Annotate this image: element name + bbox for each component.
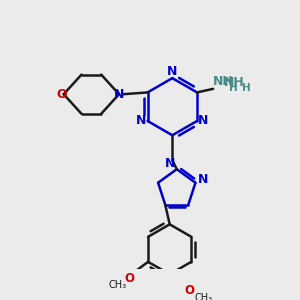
Text: H: H: [242, 83, 250, 93]
Text: N: N: [198, 115, 208, 128]
Text: O: O: [184, 284, 194, 297]
Text: NH: NH: [213, 75, 234, 88]
Text: H: H: [229, 83, 238, 93]
Text: NH: NH: [224, 76, 244, 89]
Text: CH₃: CH₃: [194, 292, 213, 300]
Text: N: N: [114, 88, 124, 101]
Text: O: O: [124, 272, 134, 285]
Text: N: N: [197, 173, 208, 186]
Text: N: N: [136, 115, 146, 128]
Text: CH₃: CH₃: [109, 280, 127, 290]
Text: O: O: [57, 88, 67, 101]
Text: N: N: [164, 157, 175, 170]
Text: N: N: [167, 65, 178, 78]
